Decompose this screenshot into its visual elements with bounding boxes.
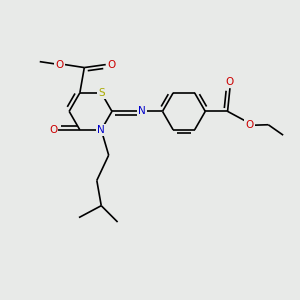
Text: O: O [246, 120, 254, 130]
Text: O: O [226, 77, 234, 87]
Text: N: N [138, 106, 146, 116]
Text: O: O [49, 125, 57, 135]
Text: N: N [98, 125, 105, 135]
Text: O: O [107, 60, 115, 70]
Text: S: S [98, 88, 105, 98]
Text: O: O [56, 60, 64, 70]
